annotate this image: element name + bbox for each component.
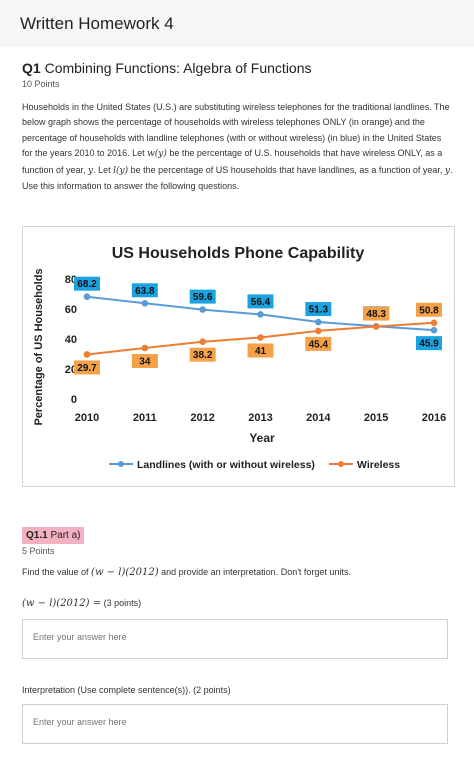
- question-title: Q1 Combining Functions: Algebra of Funct…: [22, 60, 312, 76]
- wireless-data-label: 48.3: [366, 309, 386, 320]
- wireless-data-label-box: [305, 336, 332, 351]
- wireless-data-label: 50.8: [419, 305, 439, 316]
- x-tick-label: 2011: [133, 412, 157, 424]
- wireless-point: [372, 323, 380, 330]
- desc-text: be the percentage of US households that …: [128, 164, 445, 175]
- chart-title: US Households Phone Capability: [112, 245, 365, 262]
- desc-text: . Use this information to answer the fol…: [22, 164, 453, 192]
- question-description: Households in the United States (U.S.) a…: [22, 100, 454, 194]
- wireless-point: [199, 338, 206, 345]
- wireless-data-label: 38.2: [193, 350, 213, 361]
- part-a-number: Q1.1: [26, 530, 48, 541]
- math-y: y: [88, 165, 94, 176]
- landline-point: [315, 318, 322, 326]
- page-header: Written Homework 4: [0, 0, 474, 46]
- instruction-text: Find the value of: [22, 567, 92, 577]
- y-tick-label: 20: [65, 364, 77, 376]
- x-tick-label: 2013: [248, 412, 272, 424]
- landline-data-label: 51.3: [309, 305, 329, 316]
- question-points: 10 Points: [22, 79, 60, 89]
- landline-data-label-box: [416, 336, 442, 351]
- question-number: Q1: [22, 60, 41, 76]
- legend-wireless-marker: [338, 461, 344, 467]
- x-axis-label: Year: [249, 431, 275, 445]
- landline-data-label-box: [247, 294, 274, 309]
- equation-points: (3 points): [103, 598, 142, 608]
- landline-data-label: 68.2: [77, 279, 97, 290]
- instruction-text: and provide an interpretation. Don't for…: [158, 567, 351, 577]
- wireless-data-label-box: [189, 347, 216, 362]
- wireless-point: [257, 334, 264, 341]
- landline-data-label: 59.6: [193, 292, 213, 303]
- wireless-point: [430, 319, 438, 327]
- legend-landline-marker: [118, 461, 124, 467]
- y-tick-label: 40: [65, 334, 77, 346]
- part-a-points: 5 Points: [22, 546, 55, 556]
- chart-frame: US Households Phone Capability 0 20 40 60 80 2…: [22, 226, 455, 487]
- wireless-data-label-box: [247, 343, 274, 358]
- page-title: Written Homework 4: [20, 14, 174, 33]
- answer-input-interpretation[interactable]: Enter your answer here: [22, 704, 448, 744]
- wireless-data-label: 41: [255, 346, 267, 357]
- wireless-data-label-box: [363, 306, 390, 321]
- wireless-data-label: 29.7: [77, 363, 97, 374]
- part-a-equation: (w − l)(2012) = (3 points): [22, 598, 141, 609]
- x-tick-label: 2014: [306, 412, 331, 424]
- math-l-of-y: l(y): [113, 165, 129, 176]
- y-axis-label: Percentage of US Households: [33, 268, 45, 425]
- landline-point: [141, 300, 149, 307]
- wireless-point: [315, 327, 322, 335]
- wireless-data-label-box: [74, 360, 100, 375]
- landline-data-label: 45.9: [419, 339, 439, 350]
- landline-data-label-box: [131, 283, 158, 298]
- landline-point: [257, 311, 264, 318]
- x-tick-label: 2012: [190, 412, 214, 424]
- legend-wireless-label: Wireless: [357, 459, 400, 471]
- y-tick-label: 80: [65, 274, 77, 286]
- desc-text: Households in the United States (U.S.) a…: [22, 102, 450, 159]
- landline-point: [199, 306, 206, 313]
- y-tick-label: 0: [71, 394, 77, 406]
- part-a-instruction: Find the value of (w − l)(2012) and prov…: [22, 567, 351, 578]
- x-tick-label: 2010: [75, 412, 99, 424]
- x-tick-label: 2016: [422, 412, 446, 424]
- answer-placeholder: Enter your answer here: [33, 632, 127, 642]
- math-w-of-y: w(y): [147, 149, 167, 160]
- answer-placeholder: Enter your answer here: [33, 717, 127, 727]
- answer-input-value[interactable]: Enter your answer here: [22, 619, 448, 659]
- math-expression: (w − l)(2012): [91, 567, 159, 578]
- math-equation: (w − l)(2012) =: [22, 598, 102, 609]
- landline-data-label-box: [305, 302, 332, 317]
- wireless-point: [141, 344, 149, 352]
- question-title-text: Combining Functions: Algebra of Function…: [44, 60, 312, 76]
- interpretation-label: Interpretation (Use complete sentence(s)…: [22, 685, 231, 695]
- desc-text: be the percentage of U.S. households tha…: [22, 148, 443, 175]
- landline-data-label: 63.8: [135, 286, 155, 297]
- wireless-data-label-box: [416, 302, 442, 317]
- wireless-data-label: 34: [139, 357, 151, 368]
- landline-data-label: 56.4: [251, 297, 271, 308]
- wireless-data-label: 45.4: [309, 339, 329, 350]
- x-tick-label: 2015: [364, 412, 388, 424]
- part-a-label: Q1.1 Part a): [22, 527, 85, 544]
- part-a-text: Part a): [50, 530, 81, 541]
- landline-data-label-box: [74, 276, 100, 291]
- math-y: y: [444, 165, 450, 176]
- wireless-point: [83, 351, 91, 358]
- wireless-data-label-box: [131, 354, 158, 368]
- desc-text: . Let: [93, 164, 114, 175]
- legend-landline-label: Landlines (with or without wireless): [137, 459, 315, 471]
- landline-point: [430, 326, 438, 334]
- phone-capability-chart: US Households Phone Capability 0 20 40 60 80 2…: [33, 245, 446, 471]
- landline-point: [83, 293, 91, 300]
- landline-data-label-box: [189, 289, 216, 304]
- y-tick-label: 60: [65, 304, 77, 316]
